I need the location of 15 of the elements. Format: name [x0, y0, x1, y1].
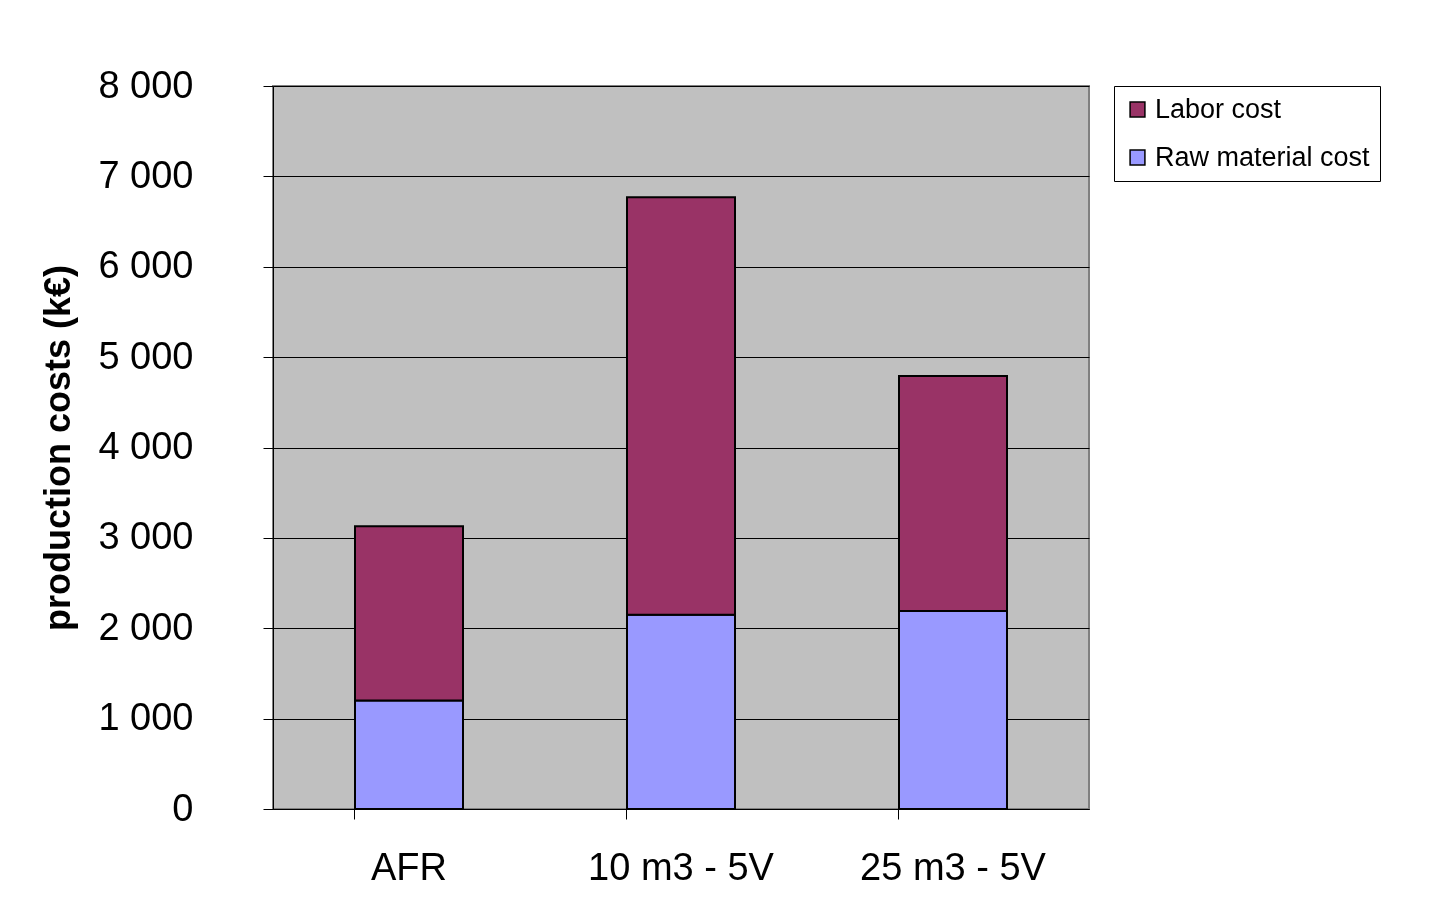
- y-tick-label: 3 000: [98, 515, 194, 558]
- y-tick-label: 8 000: [98, 63, 194, 106]
- x-tick-label: 10 m3 - 5V: [588, 845, 775, 888]
- y-tick-label: 4 000: [98, 425, 194, 467]
- y-tick-label: 2 000: [98, 605, 194, 648]
- x-tick-label: 25 m3 - 5V: [860, 845, 1047, 888]
- y-tick-label: 1 000: [98, 696, 194, 739]
- y-tick-label: 0: [172, 786, 194, 829]
- y-tick-label: 5 000: [98, 334, 194, 377]
- legend-label: Raw material cost: [1155, 141, 1371, 172]
- x-tick-label: AFR: [371, 845, 447, 888]
- y-tick-label: 6 000: [98, 244, 194, 287]
- y-axis-title: production costs (k€): [37, 264, 79, 632]
- y-tick-label: 7 000: [98, 153, 194, 196]
- legend-label: Labor cost: [1155, 93, 1282, 124]
